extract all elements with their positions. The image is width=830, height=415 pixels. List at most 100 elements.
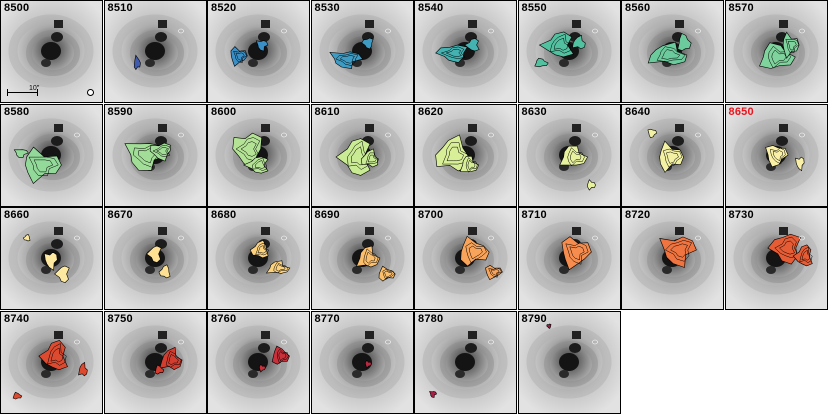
velocity-label: 8670 — [107, 209, 133, 221]
velocity-label: 8730 — [728, 209, 754, 221]
emission-contour — [464, 38, 480, 52]
channel-panel: 8690 — [310, 207, 414, 310]
channel-panel: 8590 — [103, 103, 207, 207]
emission-contour — [255, 40, 269, 52]
emission-contour — [13, 148, 29, 158]
galaxy-image — [415, 1, 516, 102]
emission-contour — [158, 346, 182, 370]
velocity-label: 8650 — [728, 105, 754, 118]
emission-contour — [659, 236, 697, 268]
channel-panel: 8610 — [310, 103, 414, 207]
channel-panel: 8550 — [517, 0, 621, 103]
galaxy-image — [208, 104, 309, 206]
velocity-label: 8680 — [211, 209, 237, 221]
velocity-label: 8750 — [107, 312, 133, 325]
velocity-label: 8510 — [107, 2, 133, 14]
channel-panel: 8580 — [0, 103, 103, 207]
channel-panel: 8700 — [414, 207, 517, 310]
emission-contour — [38, 339, 68, 370]
emission-contour — [158, 264, 170, 279]
channel-panel: 8600 — [207, 103, 310, 207]
galaxy-image — [311, 208, 413, 309]
velocity-label: 8620 — [418, 105, 444, 118]
channel-panel: 8530 — [310, 0, 414, 103]
galaxy-image — [725, 1, 827, 102]
emission-contour — [271, 345, 290, 365]
galaxy-image — [415, 208, 516, 309]
channel-panel: 8540 — [414, 0, 517, 103]
emission-contour — [794, 156, 805, 171]
emission-contour — [154, 364, 164, 374]
emission-contour — [677, 33, 692, 51]
galaxy-image — [415, 311, 516, 413]
velocity-label: 8610 — [314, 105, 340, 118]
beam-icon — [87, 89, 94, 96]
channel-panel: 8630 — [517, 103, 621, 207]
emission-contour — [355, 245, 380, 268]
velocity-label: 8560 — [625, 2, 651, 14]
channel-panel: 8670 — [103, 207, 207, 310]
emission-contour — [360, 37, 373, 50]
channel-panel: 8710 — [517, 207, 621, 310]
emission-contour — [364, 359, 372, 369]
galaxy-image — [622, 1, 723, 102]
channel-panel: 8790 — [517, 310, 621, 414]
emission-contour — [538, 31, 574, 58]
channel-panel: 8660 — [0, 207, 103, 310]
galaxy-image — [518, 104, 620, 206]
emission-contour — [429, 390, 438, 398]
velocity-label: 8580 — [4, 105, 30, 118]
emission-contour — [328, 51, 363, 70]
channel-panel: 8730 — [724, 207, 828, 310]
galaxy-image — [104, 1, 206, 102]
emission-contour — [25, 146, 62, 184]
channel-panel: 8650 — [724, 103, 828, 207]
galaxy-image — [622, 104, 723, 206]
galaxy-image — [104, 208, 206, 309]
velocity-label: 8540 — [418, 2, 444, 14]
emission-contour — [766, 233, 801, 265]
channel-panel: 8510 — [103, 0, 207, 103]
channel-panel: 8760 — [207, 310, 310, 414]
galaxy-image — [1, 1, 102, 102]
galaxy-image — [518, 208, 620, 309]
emission-contour — [54, 265, 70, 283]
velocity-label: 8770 — [314, 312, 340, 325]
galaxy-image — [311, 311, 413, 413]
galaxy-image — [311, 104, 413, 206]
galaxy-image — [104, 104, 206, 206]
velocity-label: 8700 — [418, 209, 444, 221]
emission-contour — [265, 260, 291, 274]
channel-panel: 8570 — [724, 0, 828, 103]
emission-contour — [647, 128, 658, 138]
emission-contour — [78, 361, 88, 376]
channel-panel: 8500 10″ — [0, 0, 103, 103]
velocity-label: 8520 — [211, 2, 237, 14]
velocity-label: 8720 — [625, 209, 651, 221]
velocity-label: 8530 — [314, 2, 340, 14]
galaxy-image — [208, 208, 309, 309]
velocity-label: 8500 — [4, 2, 30, 14]
galaxy-image — [415, 104, 516, 206]
channel-panel: 8720 — [621, 207, 724, 310]
channel-panel: 8750 — [103, 310, 207, 414]
channel-panel: 8520 — [207, 0, 310, 103]
velocity-label: 8640 — [625, 105, 651, 118]
channel-panel: 8680 — [207, 207, 310, 310]
emission-contour — [533, 57, 549, 68]
emission-contour — [782, 31, 799, 59]
velocity-label: 8660 — [4, 209, 30, 221]
channel-panel: 8780 — [414, 310, 517, 414]
velocity-label: 8780 — [418, 312, 444, 325]
emission-contour — [460, 235, 490, 267]
emission-contour — [259, 363, 266, 373]
emission-contour — [44, 251, 58, 271]
galaxy-image — [311, 1, 413, 102]
galaxy-image — [518, 1, 620, 102]
channel-panel: 8740 — [0, 310, 103, 414]
galaxy-image — [104, 311, 206, 413]
velocity-label: 8600 — [211, 105, 237, 118]
emission-contour — [133, 54, 141, 71]
galaxy-image — [1, 208, 102, 309]
scale-bar — [7, 89, 41, 96]
